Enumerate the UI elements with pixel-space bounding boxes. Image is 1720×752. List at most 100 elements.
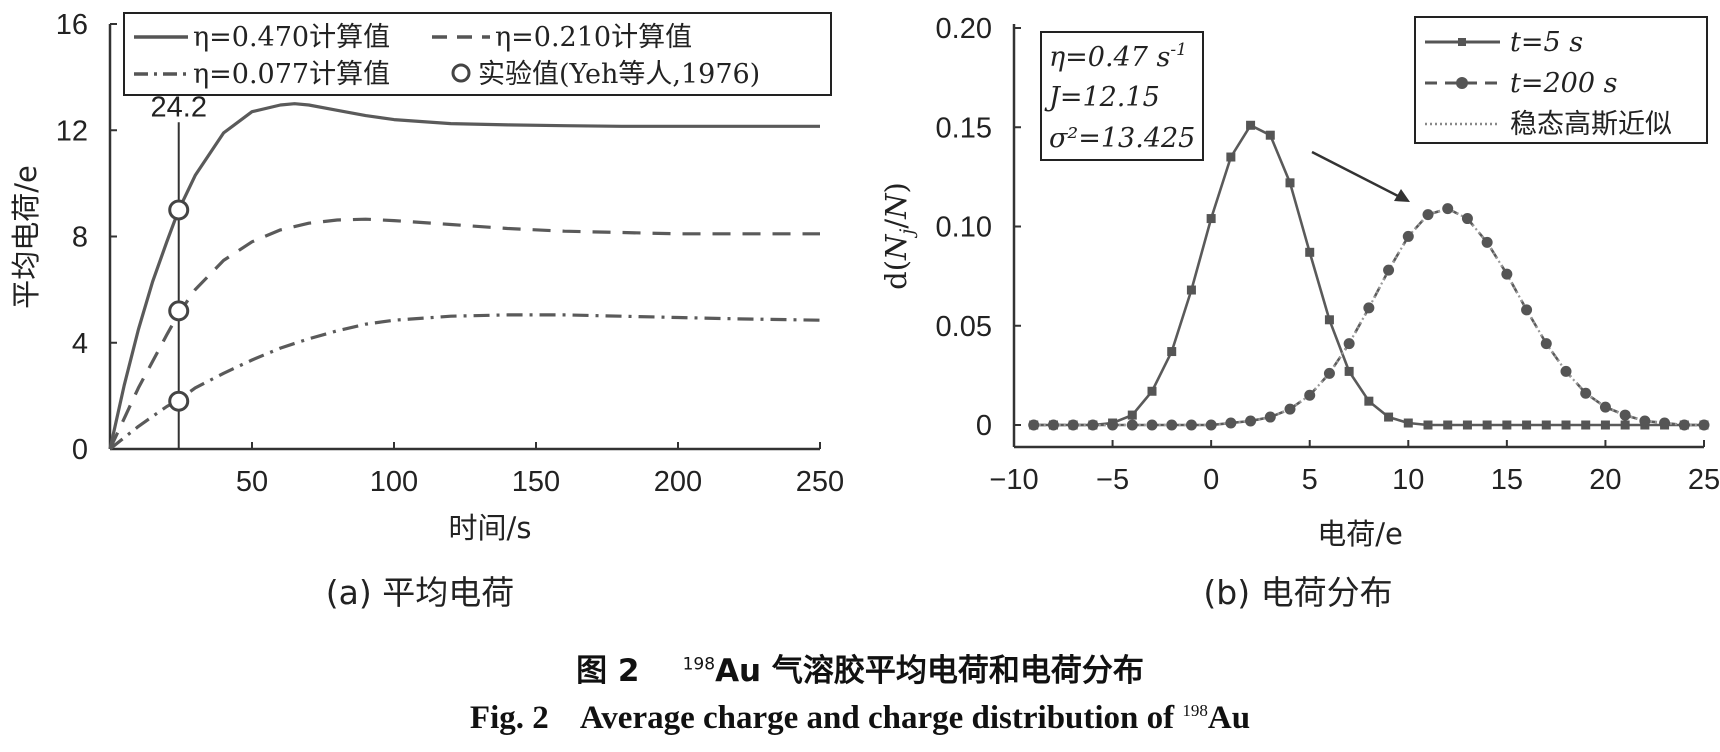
b-point-t200	[1461, 213, 1473, 225]
a-y-tick-label: 12	[56, 115, 88, 147]
a-legend-box	[123, 12, 832, 96]
b-x-tick-label: 20	[1589, 464, 1621, 496]
b-point-t200	[1284, 403, 1296, 415]
b-point-t200	[1442, 203, 1454, 215]
b-x-tick-label: 10	[1392, 464, 1424, 496]
b-point-t200	[1146, 419, 1158, 431]
b-parameter-frame	[1040, 31, 1204, 161]
a-x-tick-label: 250	[796, 466, 844, 498]
b-point-t200	[1540, 338, 1552, 350]
b-point-t200	[1264, 411, 1276, 423]
b-param-eta: η=0.47 s-1	[1049, 40, 1187, 73]
b-point-t5	[1482, 420, 1492, 430]
b-y-tick-label: 0.15	[936, 112, 992, 144]
a-x-tick-label: 50	[236, 466, 268, 498]
b-point-t5	[1364, 396, 1374, 406]
b-point-t5	[1285, 178, 1295, 188]
b-x-tick-label: 5	[1302, 464, 1318, 496]
a-y-tick-label: 0	[72, 434, 88, 466]
b-point-t200	[1363, 302, 1375, 314]
b-point-t200	[1580, 387, 1592, 399]
b-point-t5	[1443, 420, 1453, 430]
b-point-t200	[1245, 415, 1257, 427]
b-point-t200	[1659, 417, 1671, 429]
b-point-t5	[1403, 418, 1413, 428]
b-x-tick-label: 15	[1491, 464, 1523, 496]
b-x-tick-label: 0	[1203, 464, 1219, 496]
b-y-tick-label: 0	[976, 410, 992, 442]
b-point-t5	[1305, 247, 1315, 257]
a-legend-label-0077: η=0.077计算值	[193, 59, 390, 90]
b-point-t5	[1502, 420, 1512, 430]
b-point-t200	[1166, 419, 1178, 431]
b-point-t5	[1581, 420, 1591, 430]
a-experiment-point	[168, 390, 190, 412]
b-point-t5	[1600, 420, 1610, 430]
a-legend-swatch-circle	[451, 63, 471, 83]
b-point-t5	[1541, 420, 1551, 430]
a-legend-label-experiment: 实验值(Yeh等人,1976)	[478, 59, 760, 90]
b-legend-marker-circle	[1456, 77, 1468, 89]
b-point-t5	[1423, 420, 1433, 430]
b-shift-arrow	[1311, 150, 1401, 199]
a-x-axis-label: 时间/s	[449, 511, 532, 545]
b-point-t200	[1560, 365, 1572, 377]
b-legend-label-t200: t=200 s	[1510, 68, 1617, 99]
b-x-axis-label: 电荷/e	[1317, 517, 1403, 551]
b-legend-label-gauss: 稳态高斯近似	[1510, 109, 1672, 140]
a-legend-label-0470: η=0.470计算值	[193, 22, 390, 53]
b-series-line-1	[1033, 207, 1704, 427]
b-y-tick-label: 0.05	[936, 311, 992, 343]
caption-english: Fig. 2 Average charge and charge distrib…	[469, 700, 1251, 736]
b-point-t200	[1402, 230, 1414, 242]
a-y-axis-label: 平均电荷/e	[9, 165, 43, 309]
b-legend-label-t5: t=5 s	[1510, 27, 1583, 58]
b-parameter-box: η=0.47 s-1 J=12.15 σ²=13.425	[1040, 31, 1204, 161]
b-legend-marker-square	[1458, 38, 1466, 46]
a-legend: η=0.470计算值 η=0.210计算值 η=0.077计算值 实验值(Yeh…	[123, 12, 832, 96]
b-point-t5	[1462, 420, 1472, 430]
b-point-t200	[1698, 419, 1710, 431]
b-point-t200	[1343, 338, 1355, 350]
b-point-t200	[1028, 419, 1040, 431]
b-legend: t=5 s t=200 s 稳态高斯近似	[1414, 16, 1708, 144]
b-point-t5	[1265, 130, 1275, 140]
a-y-tick-label: 8	[72, 222, 88, 254]
b-point-t200	[1383, 264, 1395, 276]
a-y-tick-label: 4	[72, 328, 88, 360]
b-point-t5	[1246, 120, 1256, 130]
b-point-t200	[1323, 367, 1335, 379]
a-experiment-point	[168, 199, 190, 221]
b-point-t200	[1599, 401, 1611, 413]
b-point-t5	[1620, 420, 1630, 430]
b-series-line-2	[1033, 207, 1704, 427]
b-point-t200	[1185, 419, 1197, 431]
b-y-tick-label: 0.10	[936, 212, 992, 244]
b-y-axis-label: d(Nj/N)	[879, 182, 918, 290]
b-point-t5	[1206, 214, 1216, 224]
b-x-tick-label: 25	[1688, 464, 1720, 496]
b-point-t5	[1186, 285, 1196, 295]
b-point-t200	[1521, 304, 1533, 316]
b-point-t200	[1639, 415, 1651, 427]
b-point-t200	[1225, 417, 1237, 429]
a-legend-label-0210: η=0.210计算值	[495, 22, 692, 53]
b-point-t200	[1126, 419, 1138, 431]
b-point-t200	[1087, 419, 1099, 431]
a-panel-label: (a) 平均电荷	[326, 573, 514, 612]
b-point-t5	[1226, 152, 1236, 162]
b-param-sigma: σ²=13.425	[1049, 123, 1195, 154]
a-series-line-0	[108, 102, 820, 450]
b-point-t5	[1147, 386, 1157, 396]
b-point-t200	[1047, 419, 1059, 431]
b-point-t200	[1481, 236, 1493, 248]
a-y-tick-label: 16	[56, 9, 88, 41]
b-point-t200	[1678, 419, 1690, 431]
b-point-t200	[1501, 268, 1513, 280]
b-point-t5	[1127, 410, 1137, 420]
a-experiment-point	[168, 300, 190, 322]
b-y-tick-label: 0.20	[936, 13, 992, 45]
a-x-tick-label: 200	[654, 466, 702, 498]
b-point-t5	[1324, 315, 1334, 325]
